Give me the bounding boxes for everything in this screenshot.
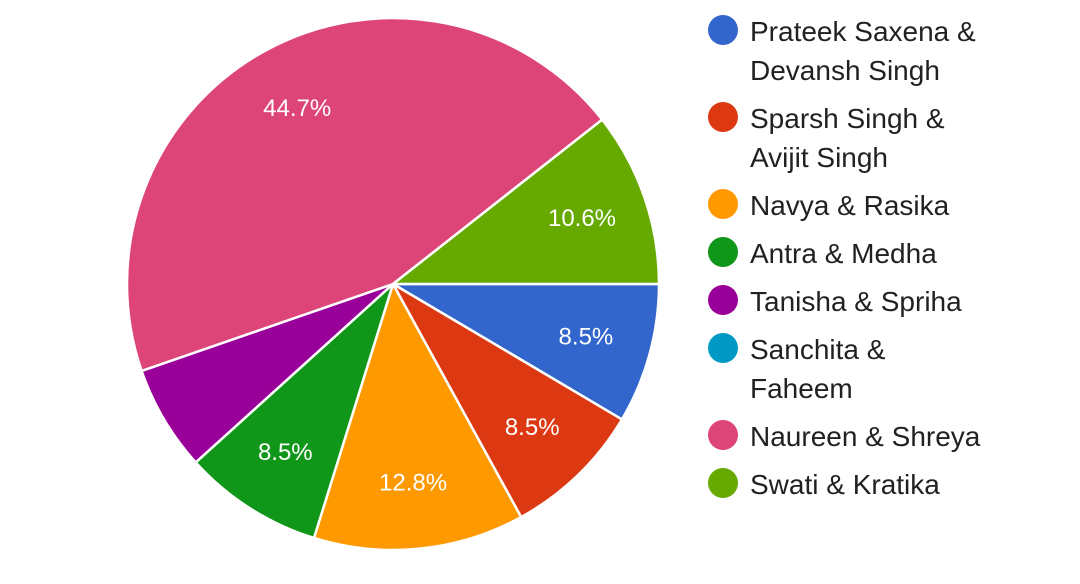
legend-label: Navya & Rasika xyxy=(750,190,950,221)
legend-item-0: Prateek Saxena & Devansh Singh xyxy=(708,12,1068,90)
legend-label: Antra & Medha xyxy=(750,238,937,269)
pie-slice-0 xyxy=(388,282,661,422)
pie-slice-label-0: 8.5% xyxy=(559,323,614,350)
legend-swatch-icon xyxy=(708,189,738,219)
pie-slice-label-3: 8.5% xyxy=(258,439,313,466)
pie-slice-6 xyxy=(125,16,604,373)
pie-slice-3 xyxy=(193,280,396,540)
legend-label: Prateek Saxena & Devansh Singh xyxy=(750,16,976,86)
pie-slice-7 xyxy=(389,117,661,286)
legend-swatch-icon xyxy=(708,468,738,498)
legend-label: Tanisha & Spriha xyxy=(750,286,962,317)
legend-item-7: Swati & Kratika xyxy=(708,465,1068,504)
pie-slice-2 xyxy=(312,280,523,552)
legend-label: Swati & Kratika xyxy=(750,469,940,500)
legend-item-2: Navya & Rasika xyxy=(708,186,1068,225)
legend-swatch-icon xyxy=(708,102,738,132)
legend-swatch-icon xyxy=(708,333,738,363)
pie-slice-label-2: 12.8% xyxy=(379,469,447,496)
legend-label: Naureen & Shreya xyxy=(750,421,981,452)
legend: Prateek Saxena & Devansh Singh Sparsh Sing… xyxy=(708,12,1068,513)
legend-swatch-icon xyxy=(708,237,738,267)
legend-item-1: Sparsh Singh & Avijit Singh xyxy=(708,99,1068,177)
legend-swatch-icon xyxy=(708,285,738,315)
legend-item-5: Sanchita & Faheem xyxy=(708,330,1068,408)
pie-slice-label-1: 8.5% xyxy=(505,414,560,441)
pie-slice-label-6: 44.7% xyxy=(263,95,331,122)
legend-swatch-icon xyxy=(708,420,738,450)
legend-item-3: Antra & Medha xyxy=(708,234,1068,273)
legend-label: Sanchita & Faheem xyxy=(750,334,886,404)
pie-slice-label-7: 10.6% xyxy=(548,205,616,232)
legend-label: Sparsh Singh & Avijit Singh xyxy=(750,103,945,173)
pie-slice-1 xyxy=(389,280,624,519)
legend-item-4: Tanisha & Spriha xyxy=(708,282,1068,321)
legend-swatch-icon xyxy=(708,15,738,45)
legend-item-6: Naureen & Shreya xyxy=(708,417,1068,456)
